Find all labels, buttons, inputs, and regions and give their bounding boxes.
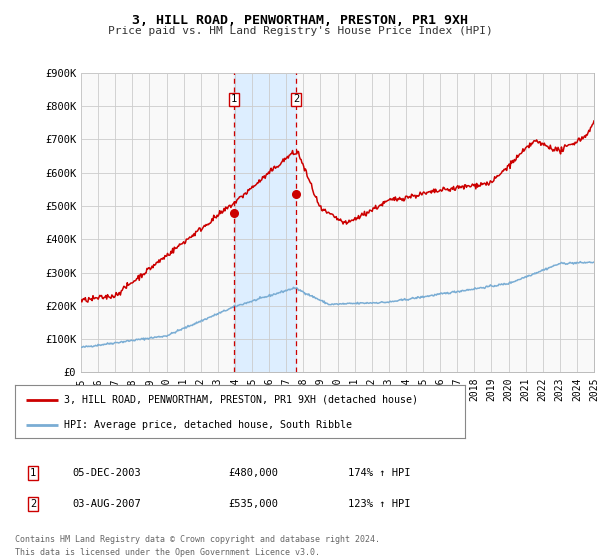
Text: 123% ↑ HPI: 123% ↑ HPI (348, 499, 410, 509)
Bar (233, 73, 296, 372)
Text: 174% ↑ HPI: 174% ↑ HPI (348, 468, 410, 478)
Text: 3, HILL ROAD, PENWORTHAM, PRESTON, PR1 9XH (detached house): 3, HILL ROAD, PENWORTHAM, PRESTON, PR1 9… (65, 395, 419, 405)
Text: 05-DEC-2003: 05-DEC-2003 (72, 468, 141, 478)
Text: 2: 2 (30, 499, 36, 509)
Text: Price paid vs. HM Land Registry's House Price Index (HPI): Price paid vs. HM Land Registry's House … (107, 26, 493, 36)
Text: HPI: Average price, detached house, South Ribble: HPI: Average price, detached house, Sout… (65, 419, 353, 430)
Text: £480,000: £480,000 (228, 468, 278, 478)
Text: 03-AUG-2007: 03-AUG-2007 (72, 499, 141, 509)
Text: 3, HILL ROAD, PENWORTHAM, PRESTON, PR1 9XH: 3, HILL ROAD, PENWORTHAM, PRESTON, PR1 9… (132, 14, 468, 27)
Text: This data is licensed under the Open Government Licence v3.0.: This data is licensed under the Open Gov… (15, 548, 320, 557)
Text: 2: 2 (293, 95, 299, 104)
Text: 1: 1 (30, 468, 36, 478)
Text: 1: 1 (230, 95, 236, 104)
Text: £535,000: £535,000 (228, 499, 278, 509)
Text: Contains HM Land Registry data © Crown copyright and database right 2024.: Contains HM Land Registry data © Crown c… (15, 535, 380, 544)
